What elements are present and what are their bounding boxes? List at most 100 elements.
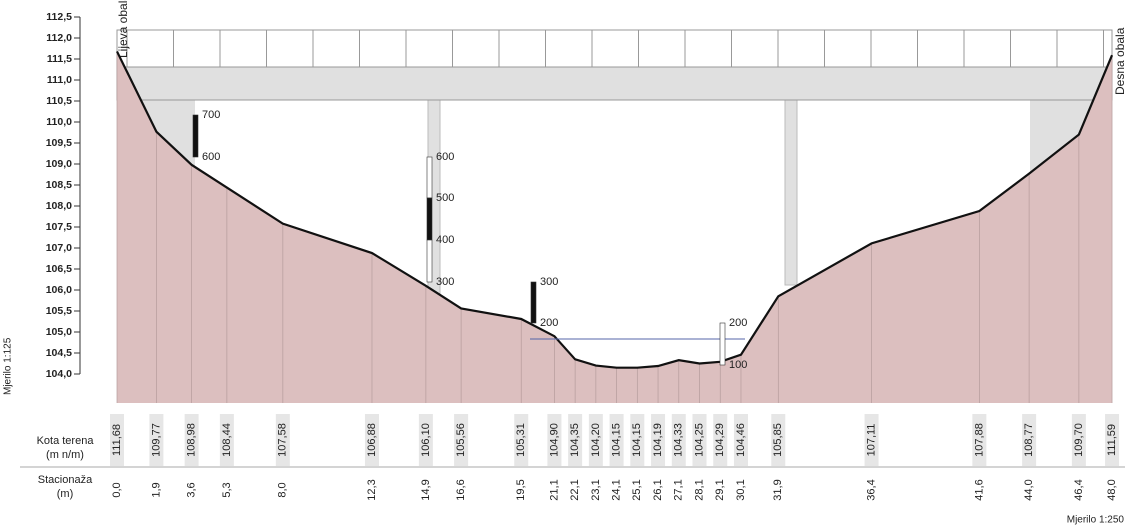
gauge-label: 600 — [202, 151, 220, 163]
terrain-line — [116, 50, 1114, 369]
elevation-label: 107,11 — [865, 424, 877, 457]
pier — [784, 99, 798, 286]
station-label: 16,6 — [455, 479, 467, 500]
station-label: 14,9 — [420, 479, 432, 500]
y-tick-label: 111,5 — [47, 53, 72, 65]
station-label: 5,3 — [221, 482, 233, 497]
station-label: 41,6 — [973, 479, 985, 500]
elevation-label: 104,25 — [693, 423, 705, 457]
station-label: 21,1 — [548, 479, 560, 500]
gauge-segment — [192, 114, 199, 158]
elevation-box — [1105, 414, 1120, 466]
elevation-box — [713, 414, 728, 466]
elevation-label: 107,58 — [277, 423, 289, 457]
y-tick-label: 107,5 — [46, 221, 72, 233]
elevation-label: 109,77 — [150, 423, 162, 457]
station-label: 44,0 — [1023, 479, 1035, 500]
row-label: Stacionaža — [38, 474, 93, 486]
elevation-label: 105,85 — [772, 423, 784, 457]
gauge-segment — [719, 322, 726, 366]
gauge-label: 300 — [540, 276, 558, 288]
station-label: 1,9 — [150, 482, 162, 497]
elevation-box — [692, 414, 707, 466]
station-label: 29,1 — [714, 479, 726, 500]
y-tick-label: 109,0 — [46, 158, 72, 170]
left-bank-label: Lijeva obala — [116, 0, 130, 58]
elevation-label: 107,88 — [973, 423, 985, 457]
railing — [116, 29, 1113, 68]
elevation-box — [364, 414, 379, 466]
row-label: (m) — [57, 488, 74, 500]
station-label: 48,0 — [1106, 479, 1118, 500]
elevation-box — [671, 414, 686, 466]
elevation-box — [972, 414, 987, 466]
station-label: 25,1 — [631, 479, 643, 500]
elevation-box — [651, 414, 666, 466]
elevation-label: 104,90 — [548, 423, 560, 457]
elevation-label: 108,44 — [221, 423, 233, 457]
row-label: Kota terena — [37, 435, 95, 447]
elevation-label: 104,15 — [631, 423, 643, 457]
elevation-box — [1071, 414, 1086, 466]
gauge-label: 400 — [436, 234, 454, 246]
elevation-label: 106,10 — [420, 423, 432, 457]
station-label: 12,3 — [366, 479, 378, 500]
gauge-segment — [530, 281, 537, 324]
elevation-label: 104,15 — [610, 423, 622, 457]
elevation-box — [630, 414, 645, 466]
elevation-label: 104,19 — [652, 423, 664, 457]
gauge-label: 200 — [729, 317, 747, 329]
elevation-box — [184, 414, 199, 466]
gauge-label: 200 — [540, 317, 558, 329]
station-label: 0,0 — [111, 482, 123, 497]
station-label: 24,1 — [610, 479, 622, 500]
gauge-label: 100 — [729, 359, 747, 371]
elevation-box — [275, 414, 290, 466]
elevation-box — [219, 414, 234, 466]
elevation-box — [864, 414, 879, 466]
station-label: 46,4 — [1073, 479, 1085, 500]
station-label: 26,1 — [652, 479, 664, 500]
y-tick-label: 107,0 — [46, 242, 72, 254]
gauge-label: 500 — [436, 192, 454, 204]
elevation-label: 108,98 — [186, 423, 198, 457]
y-tick-label: 105,5 — [46, 305, 72, 317]
elevation-box — [609, 414, 624, 466]
elevation-label: 105,31 — [515, 423, 527, 457]
y-tick-label: 104,0 — [46, 368, 72, 380]
y-tick-label: 108,5 — [46, 179, 72, 191]
right-bank-label: Desna obala — [1113, 27, 1127, 95]
gauge-label: 300 — [436, 276, 454, 288]
elevation-box — [588, 414, 603, 466]
elevation-label: 108,77 — [1023, 423, 1035, 457]
gauge-segment — [426, 156, 433, 199]
station-label: 28,1 — [693, 479, 705, 500]
horizontal-scale: Mjerilo 1:250 — [1067, 515, 1125, 526]
elevation-box — [454, 414, 469, 466]
y-tick-label: 110,5 — [46, 95, 72, 107]
station-label: 30,1 — [735, 479, 747, 500]
station-label: 23,1 — [590, 479, 602, 500]
vertical-scale: Mjerilo 1:125 — [3, 337, 14, 395]
elevation-label: 106,88 — [366, 423, 378, 457]
station-label: 31,9 — [772, 479, 784, 500]
terrain-fill — [117, 51, 1113, 403]
elevation-box — [733, 414, 748, 466]
y-tick-label: 110,0 — [46, 116, 72, 128]
elevation-label: 111,68 — [111, 424, 123, 456]
y-tick-label: 109,5 — [46, 137, 72, 149]
station-label: 27,1 — [673, 479, 685, 500]
elevation-label: 104,35 — [569, 423, 581, 457]
y-tick-label: 106,0 — [46, 284, 72, 296]
station-label: 19,5 — [515, 479, 527, 500]
elevation-box — [514, 414, 529, 466]
gauge-label: 700 — [202, 109, 220, 121]
y-tick-label: 111,0 — [47, 74, 72, 86]
bridge — [116, 29, 1113, 311]
elevation-label: 104,33 — [673, 423, 685, 457]
y-tick-label: 105,0 — [46, 326, 72, 338]
y-tick-label: 104,5 — [46, 347, 72, 359]
y-tick-label: 112,5 — [46, 11, 72, 23]
elevation-box — [110, 414, 124, 466]
elevation-label: 104,20 — [590, 423, 602, 457]
